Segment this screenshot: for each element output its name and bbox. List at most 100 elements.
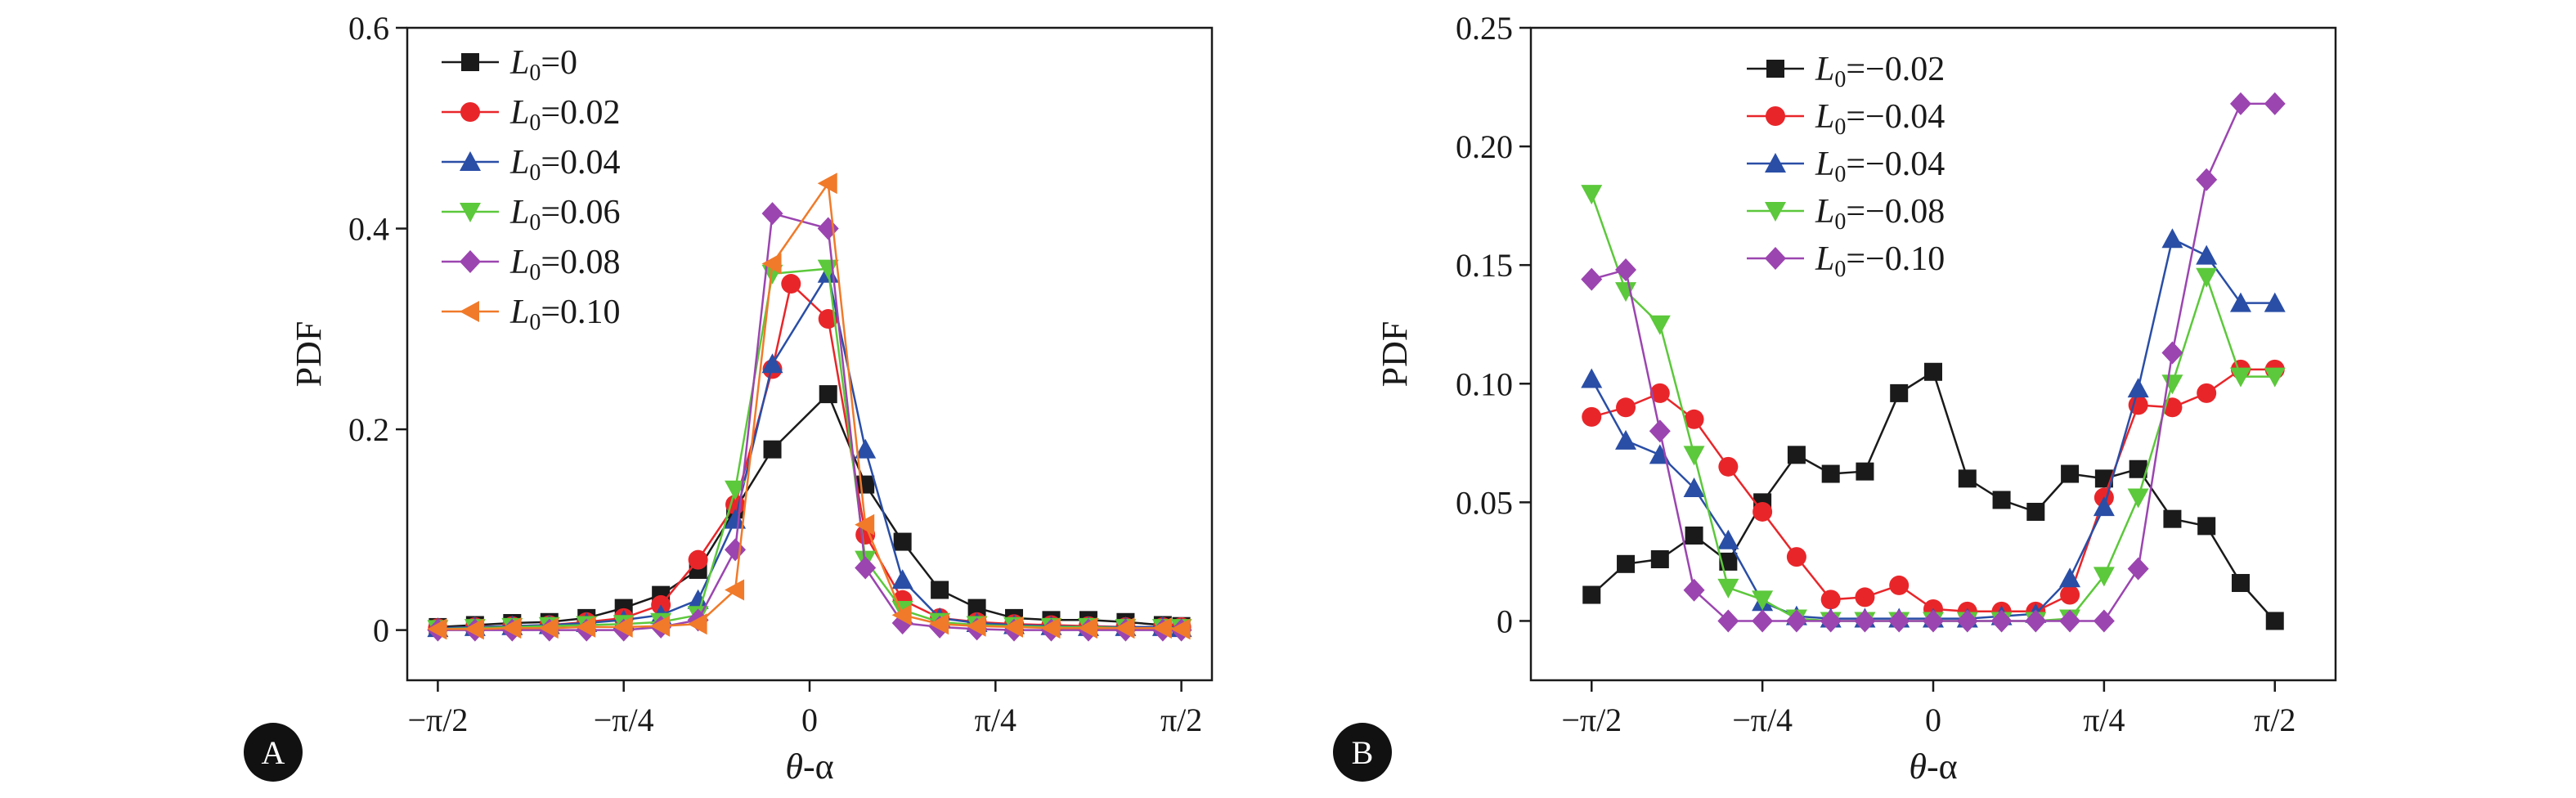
data-point: [689, 550, 708, 570]
legend-label: L0=0.02: [509, 94, 621, 136]
data-point: [1855, 587, 1874, 607]
data-point: [855, 556, 876, 579]
legend-item: L0=0.06: [442, 194, 621, 235]
x-tick-label: π/4: [2083, 702, 2125, 738]
x-tick-label: −π/4: [594, 702, 654, 738]
x-tick-label: π/4: [975, 702, 1016, 738]
figure: −π/2 −π/4 0 π/4 π/200.20.40.6 L0=0L0=0.02L0=…: [0, 0, 2576, 798]
y-tick-label: 0.05: [1456, 484, 1513, 521]
data-point: [1684, 446, 1705, 465]
data-point: [781, 274, 801, 294]
legend-item: L0=−0.10: [1747, 240, 1945, 282]
data-point: [2230, 92, 2251, 115]
y-tick-label: 0: [1497, 603, 1513, 639]
legend-marker: [460, 102, 480, 122]
data-point: [892, 569, 913, 589]
data-point: [2161, 228, 2183, 248]
x-tick-label: −π/2: [1561, 702, 1622, 738]
legend-marker: [461, 53, 479, 71]
x-tick-label: −π/2: [407, 702, 468, 738]
y-tick-label: 0.6: [348, 10, 389, 47]
data-point: [818, 173, 837, 194]
legend-a: L0=0 L0=0.02 L0=0.04 L0=0.06 L0=0.08 L0=0.10: [442, 44, 621, 335]
y-tick-label: 0.4: [348, 211, 389, 248]
legend-item: L0=−0.08: [1747, 193, 1945, 235]
y-tick-label: 0.25: [1456, 10, 1513, 47]
y-tick-label: 0.15: [1456, 247, 1513, 284]
legend-item: L0=0.10: [442, 294, 621, 335]
y-tick-label: 0.20: [1456, 128, 1513, 165]
legend-item: L0=0.04: [442, 144, 621, 186]
data-point: [2196, 268, 2217, 288]
data-point: [1649, 444, 1671, 464]
legend-label: L0=−0.04: [1815, 98, 1945, 140]
data-point: [1615, 430, 1636, 450]
x-tick-label: 0: [1925, 702, 1941, 738]
legend-item: L0=0: [442, 44, 577, 86]
data-point: [1615, 258, 1636, 281]
data-point: [1582, 407, 1601, 427]
data-point: [2196, 168, 2217, 191]
data-point: [894, 533, 912, 551]
panel-letter-b: B: [1352, 734, 1374, 771]
legend-item: L0=−0.02: [1747, 51, 1945, 92]
data-point: [2264, 92, 2286, 115]
legend-item: L0=0.08: [442, 244, 621, 285]
legend-label: L0=−0.10: [1815, 240, 1945, 282]
y-axis-label-b: PDF: [1375, 321, 1415, 388]
data-point: [1788, 446, 1806, 464]
data-point: [818, 217, 839, 240]
legend-label: L0=−0.02: [1815, 51, 1945, 92]
data-point: [725, 538, 746, 561]
data-point: [2196, 245, 2217, 265]
legend-marker: [1765, 247, 1786, 270]
data-point: [1718, 457, 1738, 477]
data-point: [1717, 579, 1739, 598]
legend-label: L0=0.06: [509, 194, 621, 235]
data-point: [2128, 558, 2149, 581]
data-point: [2163, 510, 2181, 528]
y-tick-label: 0.10: [1456, 365, 1513, 402]
data-point: [819, 385, 837, 403]
series-a-0: [429, 385, 1190, 636]
data-point: [1993, 491, 2011, 509]
legend-marker: [1766, 60, 1784, 78]
panel-letter-a: A: [262, 734, 285, 771]
legend-marker: [460, 301, 479, 322]
data-point: [2266, 612, 2284, 630]
legend-label: L0=−0.04: [1815, 146, 1945, 187]
data-point: [2197, 383, 2216, 403]
data-point: [2026, 503, 2044, 521]
x-tick-label: π/2: [1160, 702, 1202, 738]
data-point: [2061, 465, 2079, 483]
y-tick-label: 0: [373, 612, 389, 649]
y-tick-label: 0.2: [348, 411, 389, 448]
data-point: [2060, 585, 2080, 605]
data-point: [1889, 576, 1909, 595]
y-axis-label-a: PDF: [289, 321, 329, 388]
data-point: [1685, 527, 1703, 545]
data-point: [1959, 469, 1977, 487]
data-point: [2128, 378, 2149, 397]
legend-item: L0=−0.04: [1747, 98, 1945, 140]
legend-marker: [1766, 106, 1785, 126]
data-point: [1822, 465, 1840, 483]
data-point: [1581, 185, 1602, 204]
data-point: [1649, 419, 1671, 442]
data-point: [1651, 550, 1669, 568]
data-point: [1717, 530, 1739, 549]
data-point: [1581, 368, 1602, 388]
panel-a: −π/2 −π/4 0 π/4 π/200.20.40.6 L0=0L0=0.02L0=…: [244, 10, 1212, 787]
data-point: [856, 476, 874, 494]
data-point: [1649, 316, 1671, 335]
legend-item: L0=0.02: [442, 94, 621, 136]
data-point: [1890, 384, 1908, 402]
data-point: [2232, 574, 2250, 592]
data-point: [1856, 463, 1874, 481]
series-line: [438, 394, 1181, 627]
data-point: [2128, 489, 2149, 509]
legend-label: L0=−0.08: [1815, 193, 1945, 235]
data-point: [762, 202, 783, 225]
legend-label: L0=0.04: [509, 144, 621, 186]
data-point: [2094, 609, 2115, 632]
